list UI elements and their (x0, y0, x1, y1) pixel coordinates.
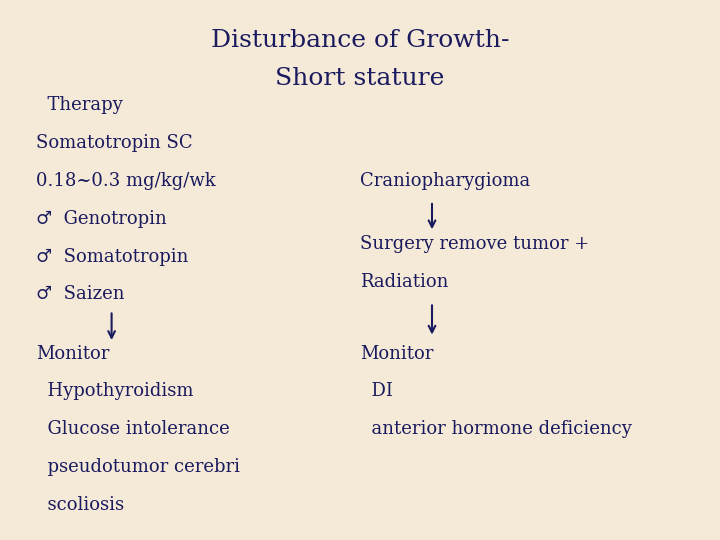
Text: ♂  Genotropin: ♂ Genotropin (36, 210, 167, 228)
Text: Craniopharygioma: Craniopharygioma (360, 172, 530, 190)
Text: scoliosis: scoliosis (36, 496, 124, 514)
Text: Monitor: Monitor (360, 345, 433, 363)
Text: 0.18~0.3 mg/kg/wk: 0.18~0.3 mg/kg/wk (36, 172, 216, 190)
Text: ♂  Somatotropin: ♂ Somatotropin (36, 247, 189, 266)
Text: ♂  Saizen: ♂ Saizen (36, 285, 125, 303)
Text: Short stature: Short stature (275, 67, 445, 90)
Text: Somatotropin SC: Somatotropin SC (36, 134, 193, 152)
Text: anterior hormone deficiency: anterior hormone deficiency (360, 420, 632, 438)
Text: Hypothyroidism: Hypothyroidism (36, 382, 194, 401)
Text: Monitor: Monitor (36, 345, 109, 363)
Text: Surgery remove tumor +: Surgery remove tumor + (360, 235, 589, 253)
Text: Glucose intolerance: Glucose intolerance (36, 420, 230, 438)
Text: Radiation: Radiation (360, 273, 449, 291)
Text: DI: DI (360, 382, 393, 401)
Text: pseudotumor cerebri: pseudotumor cerebri (36, 458, 240, 476)
Text: Disturbance of Growth-: Disturbance of Growth- (211, 29, 509, 52)
Text: Therapy: Therapy (36, 96, 122, 114)
